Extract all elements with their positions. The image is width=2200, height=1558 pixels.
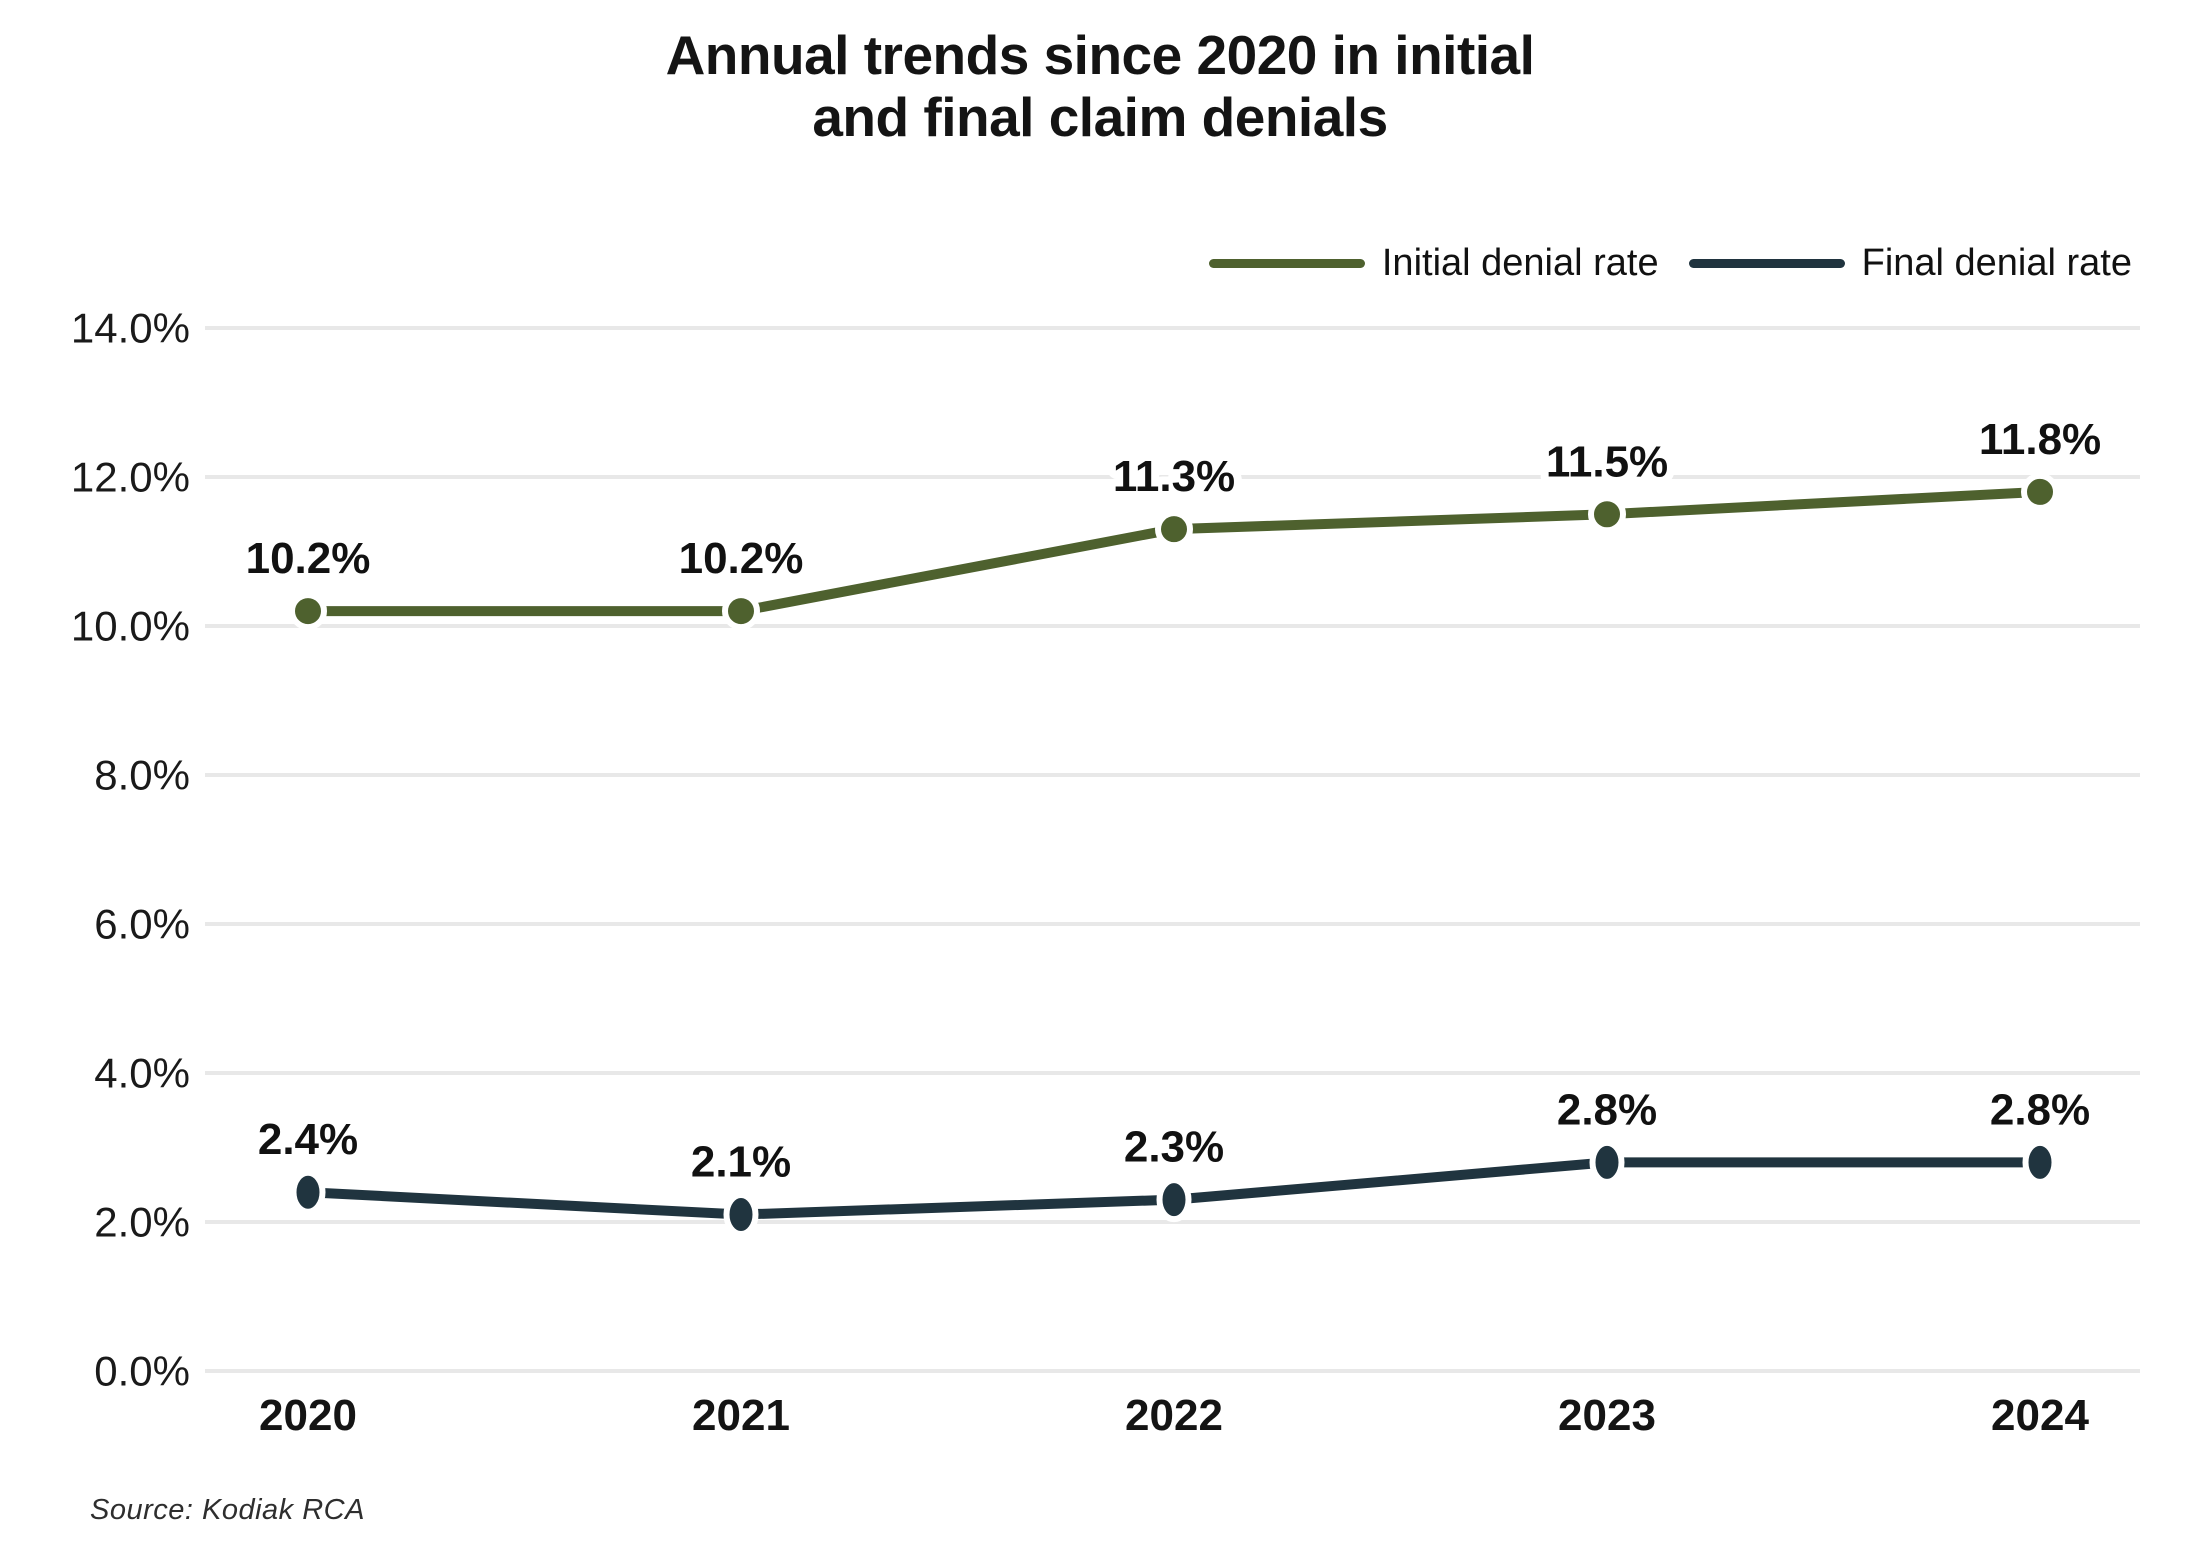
data-label-final-2022: 2.3%	[1124, 1123, 1224, 1172]
x-axis-label-2020: 2020	[259, 1391, 357, 1440]
chart-title: Annual trends since 2020 in initial and …	[0, 24, 2200, 148]
y-axis-tick-label: 12.0%	[71, 454, 190, 501]
y-axis-tick-label: 4.0%	[94, 1050, 190, 1097]
data-label-final-2021: 2.1%	[691, 1138, 791, 1187]
data-label-initial-2024: 11.8%	[1979, 415, 2101, 464]
y-axis-tick-label: 10.0%	[71, 603, 190, 650]
data-point-initial-2020	[289, 592, 327, 631]
y-axis-tick-label: 2.0%	[94, 1199, 190, 1246]
chart-legend: Initial denial rate Final denial rate	[1208, 242, 2132, 284]
data-label-final-2023: 2.8%	[1557, 1085, 1657, 1134]
legend-item-final: Final denial rate	[1688, 242, 2132, 284]
data-label-initial-2021: 10.2%	[679, 534, 804, 583]
y-axis-tick-label: 6.0%	[94, 901, 190, 948]
y-axis-tick-label: 8.0%	[94, 752, 190, 799]
chart-title-line2: and final claim denials	[812, 86, 1388, 149]
data-point-final-2024	[2022, 1139, 2058, 1185]
data-label-final-2024: 2.8%	[1990, 1085, 2090, 1134]
legend-label: Initial denial rate	[1381, 242, 1659, 284]
chart-title-line1: Annual trends since 2020 in initial	[665, 24, 1535, 86]
data-point-initial-2021	[722, 592, 760, 631]
data-label-initial-2022: 11.3%	[1113, 452, 1235, 501]
series-line-initial	[303, 486, 2045, 617]
source-note: Source: Kodiak RCA	[90, 1494, 365, 1526]
data-label-final-2020: 2.4%	[258, 1115, 358, 1164]
x-axis-label-2022: 2022	[1125, 1391, 1223, 1440]
x-axis-label-2021: 2021	[692, 1391, 790, 1440]
legend-item-initial: Initial denial rate	[1208, 242, 1659, 284]
data-point-final-2020	[290, 1169, 326, 1215]
data-point-final-2023	[1589, 1139, 1625, 1185]
data-label-initial-2023: 11.5%	[1546, 437, 1668, 486]
data-label-initial-2020: 10.2%	[246, 534, 371, 583]
x-axis-label-2024: 2024	[1991, 1391, 2089, 1440]
data-point-final-2021	[723, 1192, 759, 1238]
legend-label: Final denial rate	[1861, 242, 2132, 284]
legend-swatch-icon	[1208, 258, 1365, 268]
y-axis-tick-label: 14.0%	[71, 305, 190, 352]
data-point-initial-2024	[2021, 472, 2059, 511]
data-point-final-2022	[1156, 1177, 1192, 1223]
x-axis-label-2023: 2023	[1558, 1391, 1656, 1440]
legend-swatch-icon	[1688, 258, 1845, 268]
data-point-initial-2023	[1588, 495, 1626, 534]
data-point-initial-2022	[1155, 510, 1193, 549]
y-axis-tick-label: 0.0%	[94, 1348, 190, 1395]
